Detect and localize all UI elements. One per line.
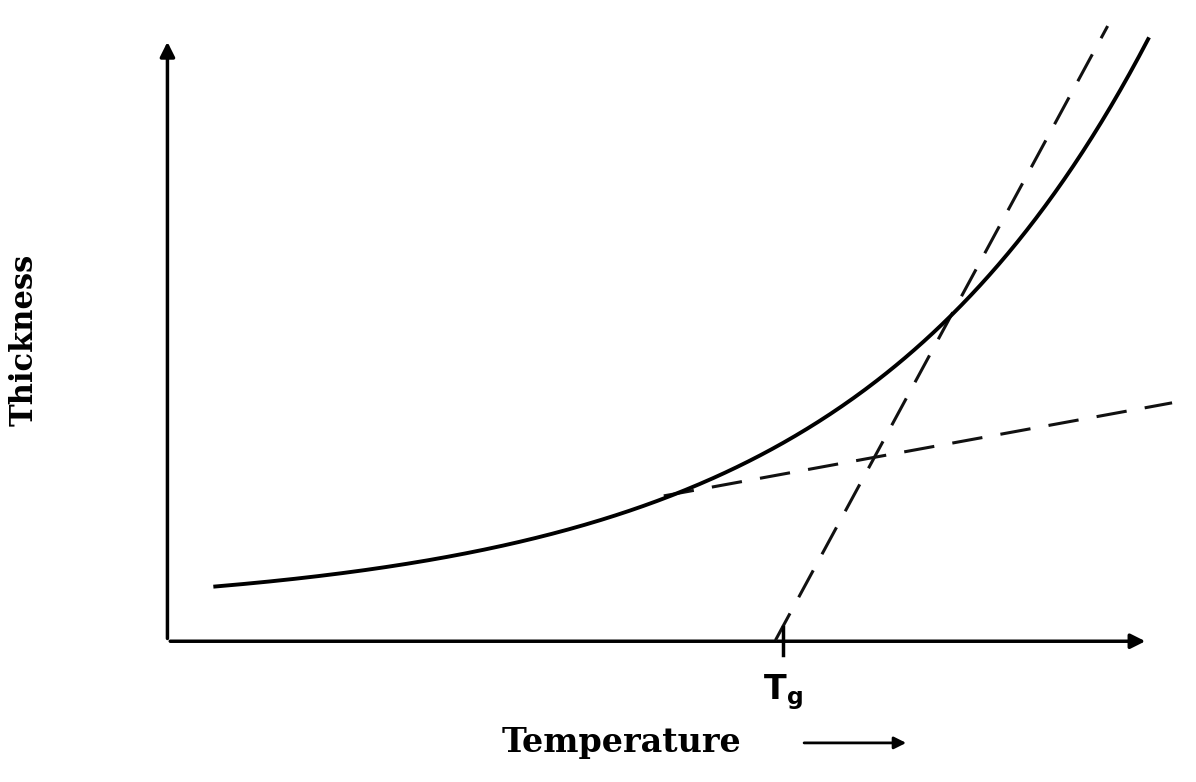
Text: Temperature: Temperature (502, 726, 742, 759)
Text: $\mathbf{T_g}$: $\mathbf{T_g}$ (763, 673, 804, 712)
Text: Thickness: Thickness (8, 254, 39, 426)
